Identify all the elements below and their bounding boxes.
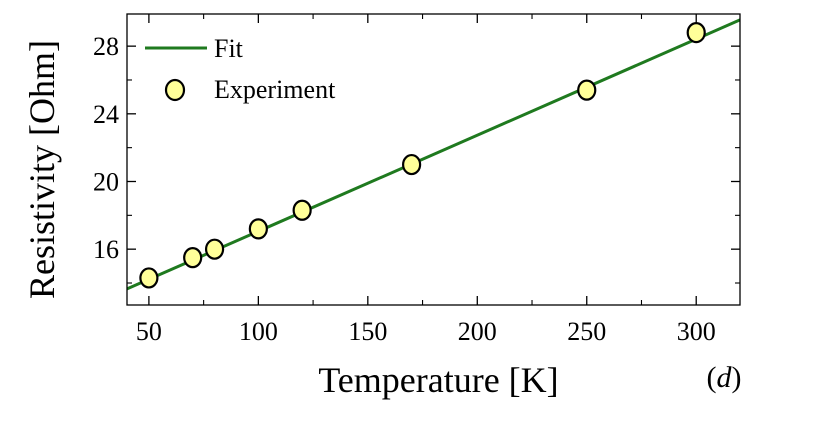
x-tick-label: 250 — [567, 317, 606, 346]
panel-label-letter: d — [717, 361, 733, 394]
y-tick-label: 16 — [93, 235, 119, 264]
y-axis-title: Resistivity [Ohm] — [22, 40, 62, 299]
legend: Fit Experiment — [145, 34, 336, 104]
experiment-point — [204, 238, 225, 260]
panel-label: (d) — [707, 361, 742, 394]
plot-frame — [126, 13, 741, 306]
fit-line — [127, 18, 740, 291]
x-tick-label: 150 — [348, 317, 387, 346]
x-axis-title: Temperature [K] — [318, 360, 558, 400]
x-tick-label: 50 — [136, 317, 162, 346]
legend-fit-label: Fit — [214, 34, 244, 63]
experiment-point — [686, 22, 706, 44]
ticks-layer: 50 100 150 200 250 300 16 20 24 28 — [93, 14, 740, 346]
experiment-point — [292, 199, 312, 221]
y-tick-label: 28 — [93, 32, 119, 61]
experiment-point — [402, 153, 422, 176]
x-tick-label: 200 — [458, 317, 497, 346]
legend-experiment-label: Experiment — [214, 75, 336, 104]
panel-label-close-paren: ) — [732, 361, 742, 394]
experiment-point — [139, 267, 159, 289]
y-tick-label: 24 — [93, 100, 119, 129]
y-tick-label: 20 — [93, 167, 119, 196]
series-layer — [127, 18, 740, 291]
x-tick-label: 300 — [677, 317, 716, 346]
x-tick-label: 100 — [239, 317, 278, 346]
experiment-point — [577, 79, 597, 101]
legend-experiment-marker — [164, 78, 186, 102]
experiment-point — [248, 218, 268, 240]
panel-label-open-paren: ( — [707, 361, 717, 394]
experiment-point — [183, 247, 203, 269]
